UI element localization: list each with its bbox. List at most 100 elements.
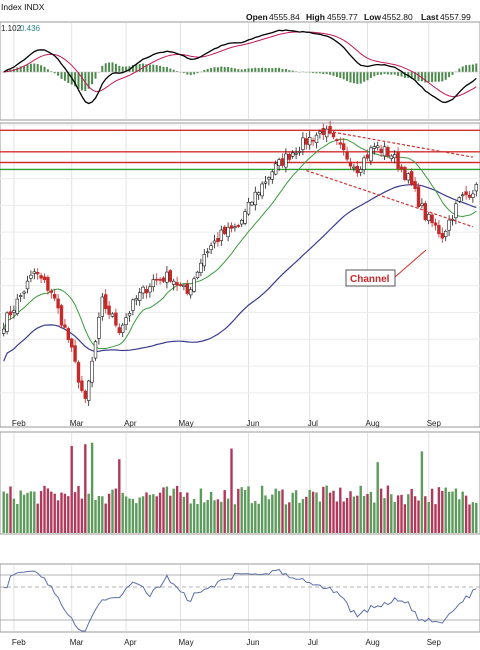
- volume-bar: [70, 446, 73, 533]
- volume-bar: [379, 488, 383, 533]
- candle-body: [409, 171, 414, 185]
- volume-bar: [131, 498, 135, 533]
- candle-body: [314, 134, 319, 144]
- histogram-bar: [91, 72, 94, 85]
- histogram-bar: [257, 68, 260, 72]
- histogram-bar: [291, 70, 294, 72]
- volume-bar: [342, 501, 345, 533]
- candle-body: [70, 338, 74, 348]
- candle-body: [253, 191, 257, 206]
- histogram-bar: [135, 64, 138, 72]
- volume-bar: [226, 498, 230, 533]
- candle-body: [297, 151, 302, 153]
- histogram-bar: [26, 64, 29, 72]
- volume-bar: [294, 490, 298, 533]
- candle-body: [110, 313, 115, 317]
- volume-bar: [182, 496, 186, 533]
- candle-body: [49, 290, 54, 293]
- month-label-jun: Jun: [247, 419, 260, 428]
- volume-bar: [233, 504, 237, 533]
- volume-bar: [291, 492, 294, 533]
- candle-body: [66, 328, 71, 340]
- volume-bar: [196, 503, 199, 533]
- volume-bar: [305, 496, 308, 533]
- volume-bar: [318, 501, 322, 533]
- histogram-bar: [145, 64, 148, 72]
- histogram-bar: [121, 66, 124, 72]
- histogram-bar: [94, 72, 97, 79]
- candle-body: [362, 157, 366, 170]
- candle-body: [233, 226, 237, 229]
- candle-body: [155, 278, 159, 281]
- candle-body: [178, 284, 183, 287]
- candle-body: [403, 167, 407, 180]
- histogram-bar: [468, 64, 471, 72]
- histogram-bar: [431, 72, 434, 83]
- volume-bar: [124, 496, 128, 533]
- volume-bar: [390, 494, 393, 533]
- candle-body: [331, 132, 336, 138]
- volume-bar: [19, 490, 22, 533]
- volume-bar: [288, 502, 291, 533]
- volume-bar: [257, 503, 260, 533]
- histogram-bar: [220, 66, 223, 72]
- candle-body: [151, 279, 155, 287]
- candle-body: [372, 146, 376, 149]
- volume-bar: [148, 494, 152, 533]
- candle-body: [46, 277, 50, 291]
- histogram-bar: [349, 72, 352, 83]
- candle-body: [223, 226, 227, 235]
- volume-panel: [0, 431, 480, 535]
- volume-bar: [386, 485, 390, 533]
- month-label-apr: Apr: [124, 638, 137, 647]
- volume-bar: [332, 490, 335, 533]
- month-label-sep: Sep: [427, 419, 442, 428]
- histogram-bar: [57, 72, 60, 76]
- volume-bar: [128, 498, 131, 533]
- histogram-bar: [247, 68, 250, 72]
- candle-body: [63, 324, 67, 328]
- month-label-mar: Mar: [70, 638, 84, 647]
- candle-body: [379, 148, 383, 154]
- candle-body: [29, 274, 33, 279]
- volume-bar: [53, 493, 56, 533]
- candle-body: [127, 313, 132, 317]
- candle-body: [165, 271, 169, 283]
- histogram-bar: [267, 68, 270, 72]
- candle-body: [256, 192, 261, 196]
- volume-bar: [383, 498, 386, 533]
- histogram-bar: [359, 72, 362, 84]
- candle-body: [104, 294, 108, 309]
- volume-bar: [413, 496, 417, 533]
- candle-body: [277, 159, 281, 167]
- volume-bar: [22, 494, 26, 533]
- candlesticks: [1, 120, 478, 406]
- volume-bar: [162, 487, 165, 533]
- volume-bar: [155, 496, 158, 533]
- histogram-bar: [386, 72, 389, 75]
- volume-bar: [447, 491, 451, 533]
- month-labels-price: Feb Mar Apr May Jun Jul Aug Sep: [12, 419, 442, 428]
- volume-bar: [298, 502, 301, 533]
- candle-body: [226, 227, 230, 238]
- histogram-bar: [33, 63, 36, 72]
- high-value: 4559.77: [327, 12, 358, 22]
- histogram-bar: [325, 72, 328, 75]
- candle-body: [338, 142, 342, 145]
- histogram-bar: [16, 67, 19, 72]
- histogram-bar: [264, 67, 267, 72]
- candle-body: [311, 139, 315, 142]
- candle-body: [1, 328, 6, 334]
- volume-bar: [430, 488, 434, 533]
- low-value: 4552.80: [382, 12, 413, 22]
- volume-bar: [135, 503, 138, 533]
- volume-bar: [434, 504, 437, 533]
- slow-moving-average: [3, 184, 477, 362]
- histogram-bar: [131, 65, 134, 72]
- volume-bar: [393, 502, 396, 533]
- histogram-bar: [346, 72, 349, 81]
- volume-bar: [186, 492, 189, 533]
- volume-bar: [84, 444, 87, 533]
- candle-body: [114, 312, 118, 326]
